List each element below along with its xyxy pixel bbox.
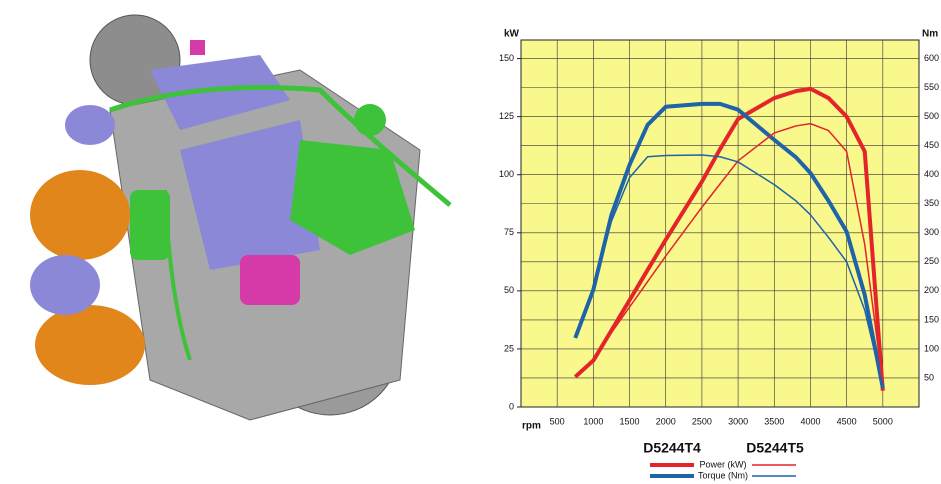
y2-tick-label: 450 [924, 140, 939, 150]
legend-model: D5244T4 [643, 440, 701, 456]
x-tick-label: 4000 [800, 416, 820, 426]
y-tick-label: 100 [499, 169, 514, 179]
y2-tick-label: 150 [924, 314, 939, 324]
y2-tick-label: 600 [924, 53, 939, 63]
y-tick-label: 150 [499, 53, 514, 63]
series-line [573, 86, 885, 391]
x-tick-label: 2500 [692, 416, 712, 426]
y-tick-label: 75 [504, 227, 514, 237]
series-line [574, 154, 884, 387]
x-tick-label: 1500 [620, 416, 640, 426]
y2-tick-label: 100 [924, 343, 939, 353]
x-axis-label: rpm [522, 421, 541, 432]
y-tick-label: 50 [504, 285, 514, 295]
chart: kW Nm rpm [504, 29, 938, 432]
y-axis-label: kW [504, 29, 520, 40]
x-tick-label: 500 [550, 416, 565, 426]
y2-tick-label: 50 [924, 372, 934, 382]
legend-label: Power (kW) [700, 459, 747, 469]
y-tick-label: 125 [499, 111, 514, 121]
x-tick-label: 4500 [837, 416, 857, 426]
series-line [574, 122, 884, 384]
y2-tick-label: 250 [924, 256, 939, 266]
y2-tick-label: 200 [924, 285, 939, 295]
x-tick-label: 1000 [583, 416, 603, 426]
legend-label: Torque (Nm) [698, 470, 748, 480]
x-tick-label: 3000 [728, 416, 748, 426]
y2-tick-label: 400 [924, 169, 939, 179]
x-tick-label: 5000 [873, 416, 893, 426]
x-tick-label: 2000 [656, 416, 676, 426]
plot-area [520, 39, 920, 408]
y2-tick-label: 550 [924, 82, 939, 92]
engine-illustration [30, 14, 452, 421]
y2-axis-label: Nm [922, 29, 938, 40]
x-tick-label: 3500 [764, 416, 784, 426]
y2-tick-label: 350 [924, 198, 939, 208]
legend-model: D5244T5 [746, 440, 804, 456]
y2-tick-label: 500 [924, 111, 939, 121]
y-tick-label: 25 [504, 343, 514, 353]
y-tick-label: 0 [509, 401, 514, 411]
y2-tick-label: 300 [924, 227, 939, 237]
series-line [573, 101, 885, 389]
